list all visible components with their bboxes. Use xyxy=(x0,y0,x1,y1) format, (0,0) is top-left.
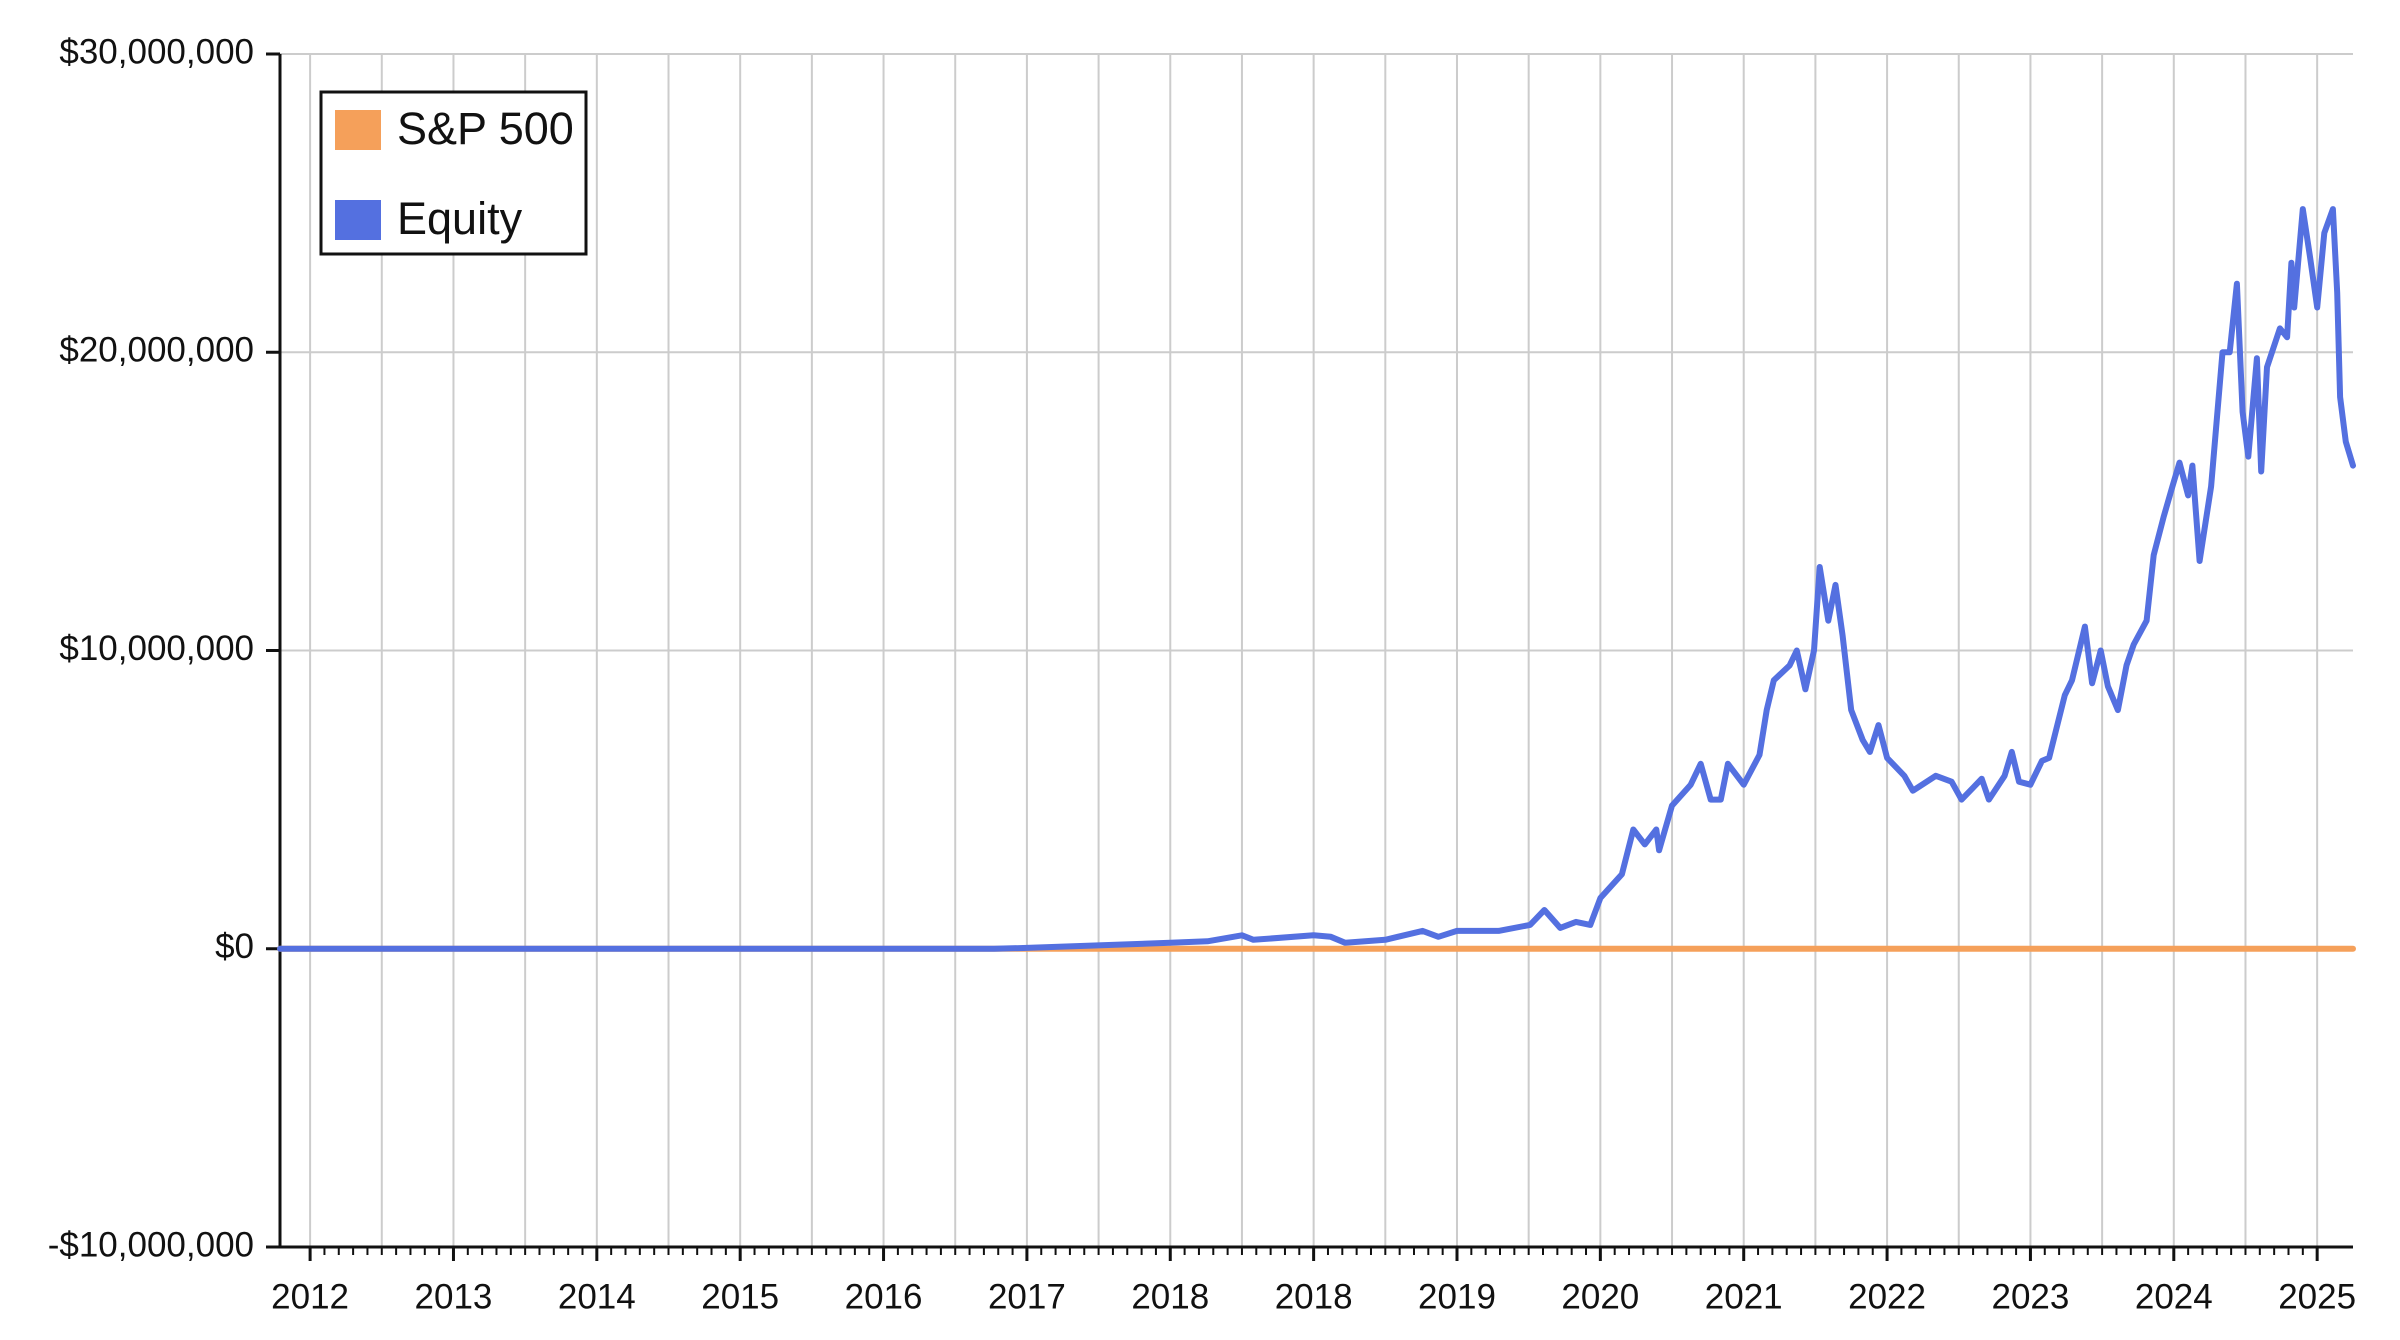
x-tick-label: 2018 xyxy=(1275,1277,1353,1316)
x-tick-label: 2023 xyxy=(1992,1277,2070,1316)
legend-label: S&P 500 xyxy=(397,103,574,154)
x-tick-label: 2013 xyxy=(415,1277,493,1316)
y-tick-label: $0 xyxy=(215,927,254,966)
x-tick-label: 2018 xyxy=(1131,1277,1209,1316)
x-tick-label: 2021 xyxy=(1705,1277,1783,1316)
legend-swatch xyxy=(335,200,381,240)
legend: S&P 500 Equity xyxy=(319,90,588,256)
x-tick-label: 2025 xyxy=(2278,1277,2356,1316)
series-line xyxy=(277,206,2356,952)
x-tick-label: 2015 xyxy=(701,1277,779,1316)
x-tick-label: 2016 xyxy=(845,1277,923,1316)
y-tick-label: $20,000,000 xyxy=(59,331,254,370)
x-tick-label: 2024 xyxy=(2135,1277,2213,1316)
x-tick-label: 2020 xyxy=(1561,1277,1639,1316)
x-tick-label: 2022 xyxy=(1848,1277,1926,1316)
legend-swatch xyxy=(335,110,381,150)
y-tick-label: $30,000,000 xyxy=(59,32,254,71)
legend-label: Equity xyxy=(397,193,523,244)
x-tick-label: 2019 xyxy=(1418,1277,1496,1316)
y-tick-label: -$10,000,000 xyxy=(48,1225,254,1264)
x-tick-label: 2014 xyxy=(558,1277,636,1316)
x-tick-label: 2012 xyxy=(271,1277,349,1316)
x-tick-label: 2017 xyxy=(988,1277,1066,1316)
y-tick-label: $10,000,000 xyxy=(59,629,254,668)
